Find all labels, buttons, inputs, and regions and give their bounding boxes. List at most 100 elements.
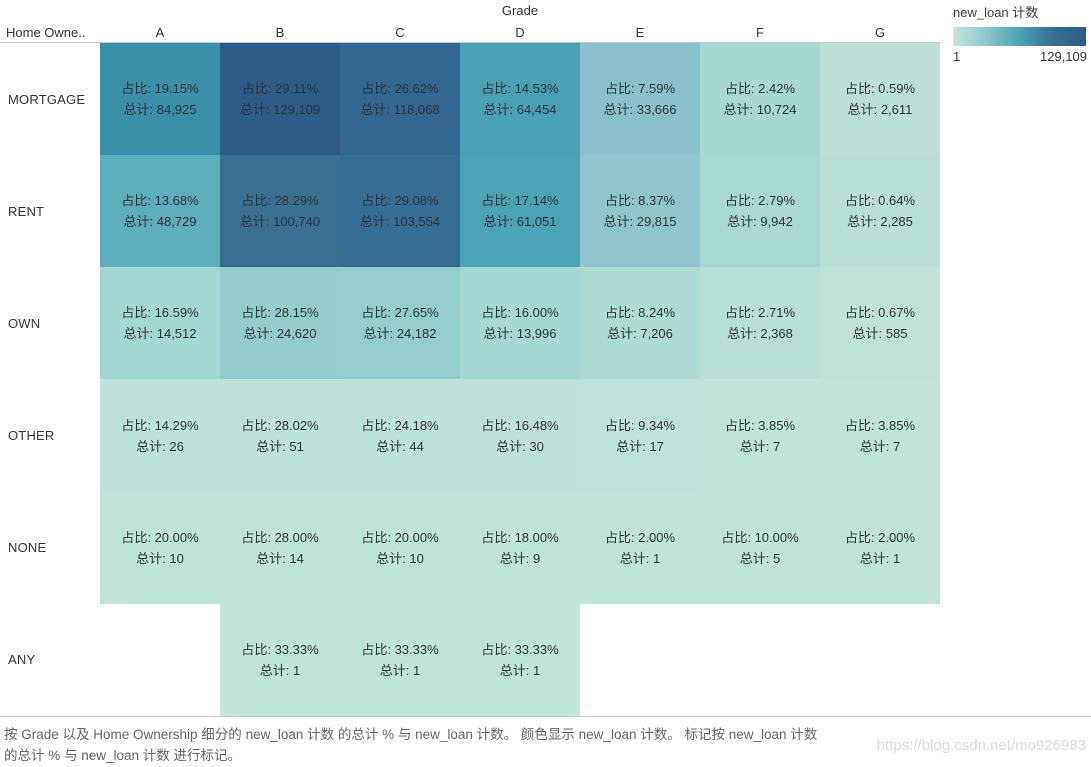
heatmap-cell[interactable]: 占比: 19.15% 总计: 84,925 [100, 43, 220, 156]
heatmap-cell[interactable]: 占比: 17.14% 总计: 61,051 [460, 155, 580, 268]
cell-pct-line: 占比: 27.65% [361, 302, 438, 323]
pct-value: 3.85% [878, 417, 916, 433]
total-prefix: 总计: [136, 438, 170, 454]
total-prefix: 总计: [727, 214, 761, 230]
pct-value: 24.18% [394, 417, 439, 433]
heatmap-cell[interactable]: 占比: 2.00% 总计: 1 [820, 491, 940, 604]
column-header-A[interactable]: A [155, 24, 165, 40]
total-value: 1 [293, 662, 301, 678]
heatmap-cell[interactable]: 占比: 2.71% 总计: 2,368 [700, 267, 820, 380]
heatmap-cell[interactable]: 占比: 3.85% 总计: 7 [700, 379, 820, 492]
row-label-other[interactable]: OTHER [8, 428, 55, 444]
heatmap-cell[interactable]: 占比: 0.59% 总计: 2,611 [820, 43, 940, 156]
pct-prefix: 占比: [121, 305, 155, 321]
pct-value: 26.62% [394, 81, 439, 97]
pct-prefix: 占比: [361, 417, 395, 433]
column-header-C[interactable]: C [395, 24, 405, 40]
heatmap-cell[interactable]: 占比: 29.08% 总计: 103,554 [340, 155, 460, 268]
pct-value: 0.67% [878, 305, 916, 321]
pct-prefix: 占比: [844, 529, 879, 545]
heatmap-cell[interactable]: 占比: 26.62% 总计: 118,068 [340, 43, 460, 156]
heatmap-cell[interactable]: 占比: 2.79% 总计: 9,942 [700, 155, 820, 268]
heatmap-cell[interactable]: 占比: 33.33% 总计: 1 [460, 603, 580, 716]
pct-value: 7.59% [638, 81, 676, 97]
heatmap-cell[interactable]: 占比: 3.85% 总计: 7 [820, 379, 940, 492]
heatmap-cell[interactable]: 占比: 10.00% 总计: 5 [700, 491, 820, 604]
column-header-G[interactable]: G [874, 24, 886, 40]
cell-pct-line: 占比: 2.00% [605, 527, 675, 548]
legend-max-label: 129,109 [1040, 49, 1087, 64]
cell-pct-line: 占比: 2.42% [725, 78, 795, 99]
cell-total-line: 总计: 10 [136, 548, 184, 569]
heatmap-cell[interactable]: 占比: 28.15% 总计: 24,620 [220, 267, 340, 380]
heatmap-row: RENT 占比: 13.68% 总计: 48,729 占比: 28.29% 总计: 10… [0, 155, 940, 268]
heatmap-cell[interactable]: 占比: 16.00% 总计: 13,996 [460, 267, 580, 380]
cell-pct-line: 占比: 13.68% [121, 190, 198, 211]
heatmap-cell[interactable]: 占比: 2.00% 总计: 1 [580, 491, 700, 604]
heatmap-cell[interactable]: 占比: 14.29% 总计: 26 [100, 379, 220, 492]
row-label-none[interactable]: NONE [8, 540, 47, 556]
heatmap-cell[interactable]: 占比: 33.33% 总计: 1 [340, 603, 460, 716]
heatmap-row: NONE 占比: 20.00% 总计: 10 占比: 28.00% 总计: 14 占比: … [0, 491, 940, 604]
heatmap-cell[interactable]: 占比: 33.33% 总计: 1 [220, 603, 340, 716]
heatmap-cell[interactable]: 占比: 29.11% 总计: 129,109 [220, 43, 340, 156]
heatmap-cell[interactable]: 占比: 9.34% 总计: 17 [580, 379, 700, 492]
heatmap-cell[interactable]: 占比: 14.53% 总计: 64,454 [460, 43, 580, 156]
heatmap-cell[interactable]: 占比: 2.42% 总计: 10,724 [700, 43, 820, 156]
cell-pct-line: 占比: 18.00% [481, 527, 558, 548]
row-label-own[interactable]: OWN [8, 315, 41, 331]
pct-prefix: 占比: [481, 417, 515, 433]
heatmap-cell[interactable]: 占比: 0.67% 总计: 585 [820, 267, 940, 380]
cell-total-line: 总计: 14 [256, 548, 304, 569]
heatmap-cell[interactable]: 占比: 28.29% 总计: 100,740 [220, 155, 340, 268]
cell-total-line: 总计: 24,620 [244, 323, 317, 344]
cell-pct-line: 占比: 16.48% [481, 415, 558, 436]
total-value: 100,740 [273, 214, 321, 230]
total-value: 14,512 [156, 326, 197, 342]
column-header-D[interactable]: D [515, 24, 525, 40]
heatmap-cell[interactable]: 占比: 13.68% 总计: 48,729 [100, 155, 220, 268]
legend-gradient-bar[interactable] [953, 27, 1086, 46]
total-prefix: 总计: [256, 438, 290, 454]
heatmap-cell[interactable]: 占比: 20.00% 总计: 10 [100, 491, 220, 604]
heatmap-cell[interactable]: 占比: 0.64% 总计: 2,285 [820, 155, 940, 268]
heatmap-cell[interactable]: 占比: 28.02% 总计: 51 [220, 379, 340, 492]
total-prefix: 总计: [739, 550, 773, 566]
heatmap-cell[interactable]: 占比: 20.00% 总计: 10 [340, 491, 460, 604]
chart-caption: 按 Grade 以及 Home Ownership 细分的 new_loan 计… [4, 724, 934, 766]
pct-value: 8.37% [638, 193, 676, 209]
pct-value: 28.29% [274, 193, 319, 209]
cell-pct-line: 占比: 26.62% [361, 78, 438, 99]
heatmap-cell[interactable]: 占比: 16.59% 总计: 14,512 [100, 267, 220, 380]
column-header-B[interactable]: B [275, 24, 285, 40]
cell-pct-line: 占比: 0.67% [845, 302, 915, 323]
total-prefix: 总计: [496, 438, 530, 454]
total-value: 7 [893, 438, 901, 454]
cell-pct-line: 占比: 3.85% [845, 415, 915, 436]
heatmap-cell[interactable]: 占比: 8.24% 总计: 7,206 [580, 267, 700, 380]
heatmap-cell[interactable]: 占比: 7.59% 总计: 33,666 [580, 43, 700, 156]
column-header-F[interactable]: F [756, 24, 764, 40]
heatmap-cell[interactable]: 占比: 28.00% 总计: 14 [220, 491, 340, 604]
heatmap-cell[interactable]: 占比: 24.18% 总计: 44 [340, 379, 460, 492]
heatmap-cell[interactable]: 占比: 8.37% 总计: 29,815 [580, 155, 700, 268]
caption-line-2: 的总计 % 与 new_loan 计数 进行标记。 [4, 748, 242, 763]
heatmap-cell[interactable]: 占比: 18.00% 总计: 9 [460, 491, 580, 604]
row-dimension-header[interactable]: Home Owne.. [6, 24, 86, 40]
total-prefix: 总计: [483, 326, 517, 342]
heatmap-cell[interactable]: 占比: 16.48% 总计: 30 [460, 379, 580, 492]
color-legend[interactable]: new_loan 计数 1 129,109 [953, 2, 1087, 64]
row-label-any[interactable]: ANY [8, 652, 36, 668]
row-label-mortgage[interactable]: MORTGAGE [8, 91, 86, 107]
cell-pct-line: 占比: 24.18% [361, 415, 438, 436]
pct-value: 16.48% [514, 417, 559, 433]
pct-value: 2.79% [758, 193, 796, 209]
heatmap-cell[interactable]: 占比: 27.65% 总计: 24,182 [340, 267, 460, 380]
row-label-rent[interactable]: RENT [8, 203, 45, 219]
total-value: 33,666 [636, 102, 677, 118]
column-header-E[interactable]: E [635, 24, 645, 40]
pct-prefix: 占比: [241, 529, 275, 545]
total-value: 2,285 [880, 214, 913, 230]
cell-pct-line: 占比: 28.02% [241, 415, 318, 436]
total-prefix: 总计: [739, 438, 773, 454]
